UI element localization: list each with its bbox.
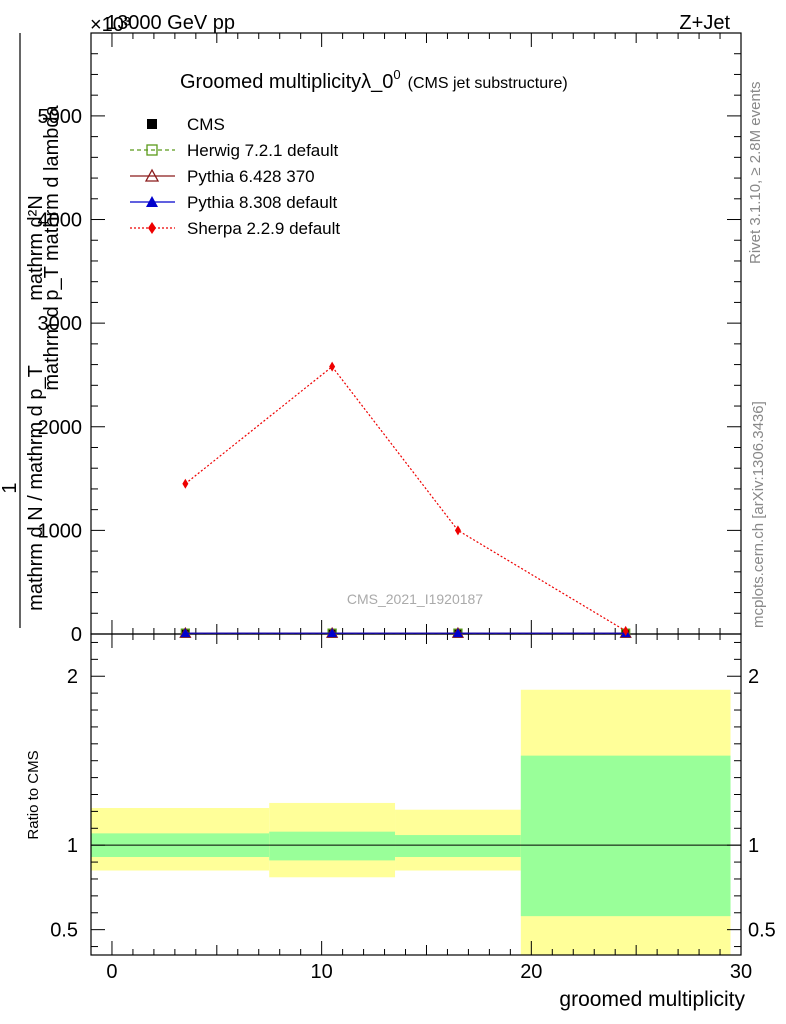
channel-label: Z+Jet <box>679 12 730 34</box>
pythia8-marker <box>327 628 338 638</box>
ratio-bands <box>91 689 731 955</box>
legend-label: Sherpa 2.2.9 default <box>187 219 340 238</box>
process-label: 13000 GeV pp <box>106 12 235 34</box>
legend-entry: Herwig 7.2.1 default <box>130 141 338 160</box>
mcplots-label: mcplots.cern.ch [arXiv:1306.3436] <box>750 401 767 628</box>
y-exponent: ×10³ <box>90 14 131 36</box>
data-series <box>179 361 632 638</box>
legend-entry: Pythia 6.428 370 <box>130 167 315 186</box>
ratio-tick-label-left: 2 <box>67 666 78 688</box>
pythia6-marker <box>144 168 160 182</box>
y-label-one: 1 <box>0 482 21 493</box>
sherpa-marker <box>329 361 336 372</box>
ratio-tick-label-right: 1 <box>748 835 759 857</box>
y-tick-label: 2000 <box>38 417 83 439</box>
series-4 <box>182 361 629 636</box>
x-tick-labels: 0 10 20 30 <box>106 961 752 983</box>
ratio-tick-label-left: 0.5 <box>50 920 78 942</box>
pythia8-marker <box>452 628 463 638</box>
y-tick-label: 1000 <box>38 520 83 542</box>
ratio-tick-labels: 0.5 0.5 1 1 2 2 <box>50 666 776 941</box>
legend-entry: Sherpa 2.2.9 default <box>130 219 340 238</box>
ratio-tick-label-left: 1 <box>67 835 78 857</box>
y-tick-labels: 0 1000 2000 3000 4000 5000 <box>38 106 83 646</box>
ratio-tick-label-right: 2 <box>748 666 759 688</box>
ratio-y-label: Ratio to CMS <box>25 750 42 839</box>
series-line <box>184 365 626 632</box>
legend-entry: CMS <box>147 115 225 134</box>
plot-title: Groomed multiplicityλ_00(CMS jet substru… <box>180 67 568 93</box>
x-tick-label: 10 <box>311 961 333 983</box>
pythia8-marker <box>146 196 158 207</box>
legend-label: Herwig 7.2.1 default <box>187 141 338 160</box>
ratio-band-stat <box>395 835 521 858</box>
rivet-version-label: Rivet 3.1.10, ≥ 2.8M events <box>747 82 764 265</box>
pythia8-marker <box>180 628 191 638</box>
legend-label: CMS <box>187 115 225 134</box>
cms-marker <box>147 119 157 129</box>
sherpa-marker <box>454 525 461 536</box>
analysis-watermark: CMS_2021_I1920187 <box>347 591 483 607</box>
y-tick-label: 4000 <box>38 210 83 232</box>
y-tick-label: 5000 <box>38 106 83 128</box>
legend: CMS Herwig 7.2.1 default Pythia 6.428 370 P… <box>130 115 340 238</box>
y-tick-label: 3000 <box>38 313 83 335</box>
ratio-band-stat <box>269 831 396 861</box>
ratio-tick-label-right: 0.5 <box>748 920 776 942</box>
legend-entry: Pythia 8.308 default <box>130 193 338 212</box>
legend-label: Pythia 8.308 default <box>187 193 338 212</box>
sherpa-marker <box>182 478 189 489</box>
y-axis-label: mathrm d²N mathrm d p_T mathrm d lambda … <box>0 104 63 610</box>
sherpa-marker <box>148 222 156 234</box>
ratio-band-stat <box>520 755 731 917</box>
y-label-denominator: mathrm d p_T mathrm d lambda <box>41 104 63 390</box>
herwig-marker <box>146 144 158 156</box>
y-tick-label: 0 <box>71 624 82 646</box>
y-label-numerator: mathrm d²N <box>25 195 47 301</box>
x-tick-label: 0 <box>106 961 117 983</box>
legend-label: Pythia 6.428 370 <box>187 167 315 186</box>
x-tick-label: 20 <box>520 961 542 983</box>
x-tick-label: 30 <box>730 961 752 983</box>
sherpa-marker <box>622 625 629 636</box>
x-axis-label: groomed multiplicity <box>559 988 745 1011</box>
y-label-normalization: mathrm d N / mathrm d p_T <box>25 365 47 611</box>
